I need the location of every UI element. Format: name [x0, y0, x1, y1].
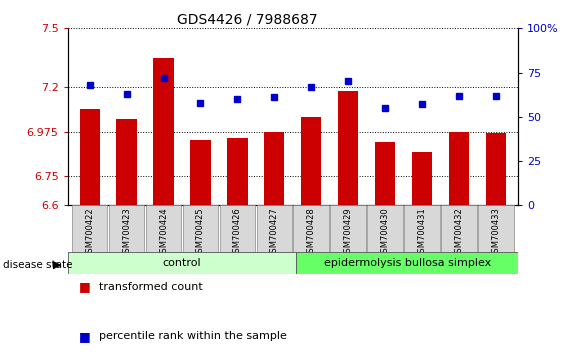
- Bar: [375, 142, 395, 205]
- Bar: [297, 252, 518, 274]
- Text: percentile rank within the sample: percentile rank within the sample: [99, 331, 287, 341]
- Text: ▶: ▶: [53, 260, 61, 270]
- Text: GSM700425: GSM700425: [196, 207, 205, 258]
- Bar: [72, 205, 108, 253]
- Text: GSM700427: GSM700427: [270, 207, 279, 258]
- Text: GSM700433: GSM700433: [491, 207, 501, 258]
- Bar: [404, 205, 440, 253]
- Bar: [220, 205, 255, 253]
- Bar: [449, 132, 469, 205]
- Text: GDS4426 / 7988687: GDS4426 / 7988687: [177, 12, 318, 27]
- Bar: [146, 205, 181, 253]
- Text: disease state: disease state: [3, 260, 72, 270]
- Bar: [183, 205, 218, 253]
- Bar: [441, 205, 477, 253]
- Text: GSM700430: GSM700430: [381, 207, 390, 258]
- Text: transformed count: transformed count: [99, 282, 202, 292]
- Bar: [153, 58, 174, 205]
- Text: GSM700428: GSM700428: [307, 207, 316, 258]
- Text: control: control: [163, 258, 202, 268]
- Bar: [293, 205, 329, 253]
- Bar: [68, 252, 297, 274]
- Bar: [330, 205, 366, 253]
- Bar: [338, 91, 358, 205]
- Bar: [301, 117, 321, 205]
- Text: GSM700422: GSM700422: [85, 207, 94, 258]
- Text: GSM700432: GSM700432: [454, 207, 463, 258]
- Bar: [117, 119, 137, 205]
- Bar: [478, 205, 513, 253]
- Text: ■: ■: [79, 330, 91, 343]
- Bar: [367, 205, 403, 253]
- Text: epidermolysis bullosa simplex: epidermolysis bullosa simplex: [324, 258, 491, 268]
- Bar: [264, 132, 284, 205]
- Text: GSM700426: GSM700426: [233, 207, 242, 258]
- Text: GSM700429: GSM700429: [343, 207, 352, 258]
- Bar: [227, 138, 248, 205]
- Text: GSM700423: GSM700423: [122, 207, 131, 258]
- Bar: [79, 109, 100, 205]
- Bar: [412, 152, 432, 205]
- Text: GSM700424: GSM700424: [159, 207, 168, 258]
- Bar: [257, 205, 292, 253]
- Bar: [190, 141, 211, 205]
- Bar: [486, 132, 506, 205]
- Bar: [109, 205, 144, 253]
- Text: ■: ■: [79, 280, 91, 293]
- Text: GSM700431: GSM700431: [418, 207, 427, 258]
